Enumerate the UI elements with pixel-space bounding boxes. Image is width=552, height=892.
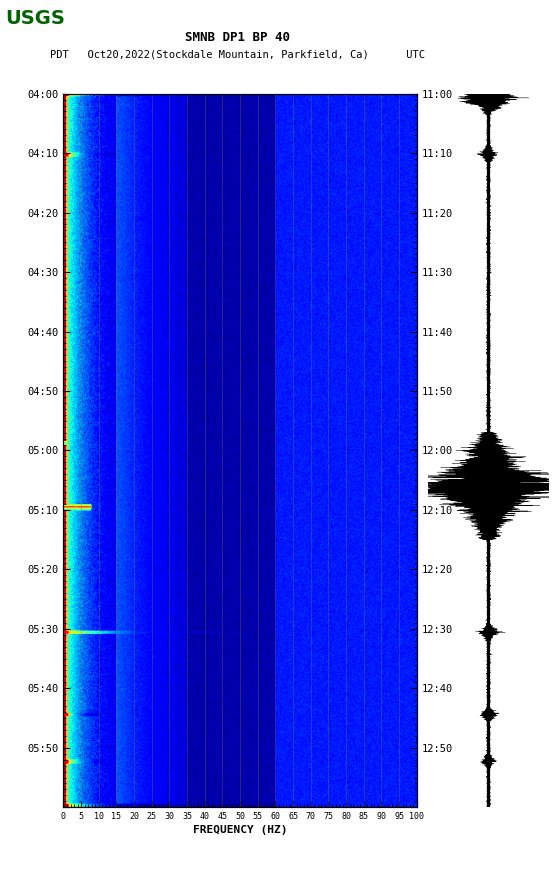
X-axis label: FREQUENCY (HZ): FREQUENCY (HZ) (193, 825, 288, 835)
Text: SMNB DP1 BP 40: SMNB DP1 BP 40 (185, 31, 290, 45)
Text: PDT   Oct20,2022(Stockdale Mountain, Parkfield, Ca)      UTC: PDT Oct20,2022(Stockdale Mountain, Parkf… (50, 49, 425, 59)
Text: USGS: USGS (6, 9, 65, 28)
